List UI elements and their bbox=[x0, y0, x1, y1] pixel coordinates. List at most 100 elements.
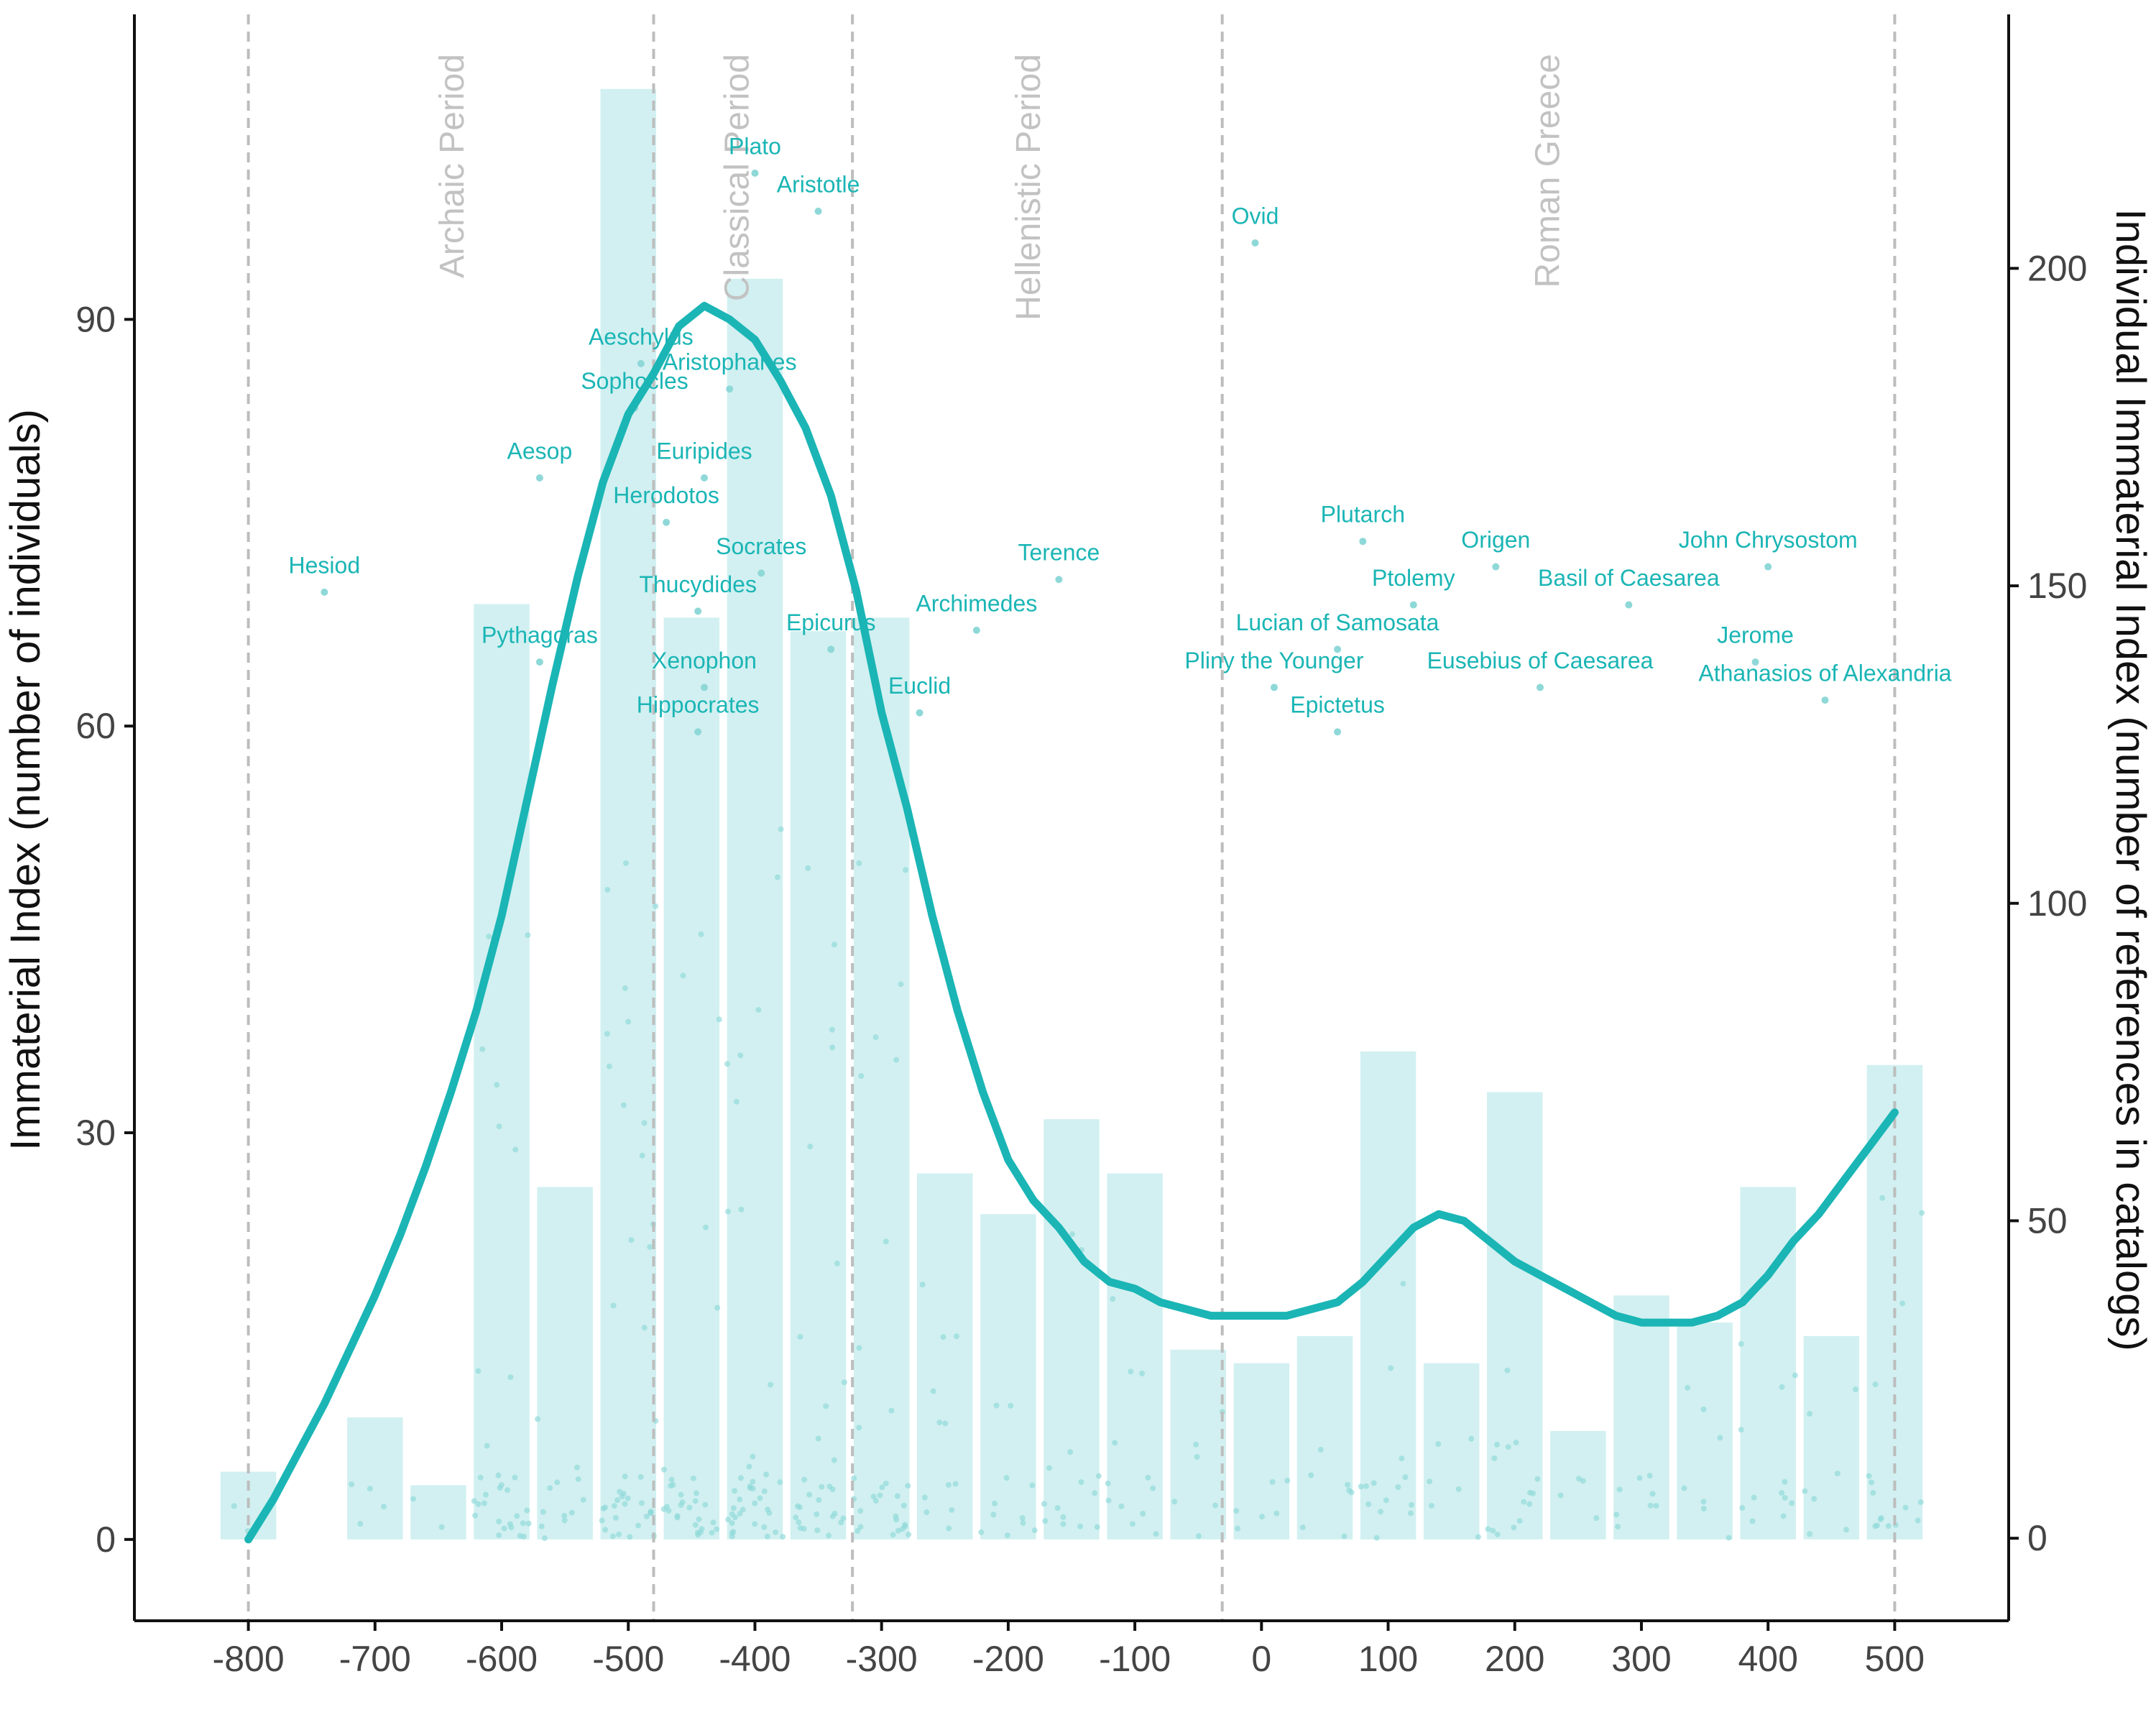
scatter-point bbox=[992, 1500, 998, 1506]
scatter-point bbox=[1118, 1503, 1125, 1509]
scatter-point bbox=[1534, 1476, 1541, 1482]
scatter-point bbox=[1872, 1523, 1879, 1530]
scatter-point bbox=[940, 1334, 946, 1340]
scatter-point bbox=[841, 1379, 847, 1386]
scatter-point bbox=[367, 1486, 373, 1492]
scatter-point bbox=[561, 1512, 568, 1519]
scatter-point bbox=[1468, 1435, 1475, 1442]
scatter-point bbox=[949, 1506, 955, 1513]
bar bbox=[663, 617, 720, 1540]
scatter-point bbox=[495, 1472, 502, 1478]
scatter-point bbox=[857, 1508, 864, 1514]
scatter-point bbox=[1402, 1474, 1409, 1481]
scatter-point bbox=[945, 1481, 952, 1488]
scatter-point bbox=[826, 1532, 832, 1539]
scatter-point bbox=[623, 860, 630, 866]
scatter-point bbox=[481, 1500, 487, 1506]
scatter-point bbox=[738, 1206, 745, 1213]
scatter-point bbox=[823, 1403, 829, 1409]
scatter-point bbox=[554, 1479, 561, 1486]
individual-point bbox=[700, 474, 708, 482]
scatter-point bbox=[1428, 1502, 1434, 1509]
scatter-point bbox=[752, 1500, 758, 1506]
scatter-point bbox=[1899, 1300, 1906, 1307]
individual-point bbox=[1270, 684, 1278, 691]
scatter-point bbox=[1284, 1477, 1291, 1484]
scatter-point bbox=[1395, 1484, 1401, 1491]
individual-point bbox=[1251, 239, 1259, 247]
scatter-point bbox=[1649, 1491, 1656, 1497]
scatter-point bbox=[919, 1282, 926, 1288]
scatter-point bbox=[1779, 1489, 1785, 1496]
scatter-point bbox=[854, 1528, 861, 1535]
scatter-point bbox=[1493, 1441, 1500, 1448]
x-tick-label: 200 bbox=[1485, 1639, 1544, 1679]
scatter-point bbox=[693, 1490, 699, 1496]
scatter-point bbox=[1779, 1384, 1785, 1390]
scatter-point bbox=[714, 1526, 720, 1532]
scatter-point bbox=[514, 1513, 520, 1519]
y-axis-title-left: Immaterial Index (number of individuals) bbox=[2, 409, 49, 1151]
scatter-point bbox=[482, 1491, 489, 1498]
scatter-point bbox=[622, 985, 628, 991]
scatter-point bbox=[535, 1416, 541, 1422]
scatter-point bbox=[517, 1532, 523, 1539]
scatter-point bbox=[686, 1504, 693, 1511]
scatter-point bbox=[936, 1420, 943, 1426]
scatter-point bbox=[729, 1533, 735, 1540]
x-tick-label: -600 bbox=[466, 1639, 538, 1679]
scatter-point bbox=[1004, 1532, 1010, 1539]
scatter-point bbox=[647, 1243, 653, 1250]
scatter-point bbox=[1128, 1368, 1134, 1375]
scatter-point bbox=[921, 1494, 928, 1501]
scatter-point bbox=[710, 1519, 717, 1526]
scatter-point bbox=[796, 1519, 802, 1526]
scatter-point bbox=[1383, 1497, 1389, 1504]
scatter-point bbox=[1490, 1527, 1496, 1534]
scatter-point bbox=[761, 1488, 768, 1494]
scatter-point bbox=[1915, 1517, 1921, 1524]
scatter-point bbox=[1069, 1231, 1076, 1238]
scatter-point bbox=[1233, 1507, 1240, 1514]
scatter-point bbox=[1105, 1497, 1112, 1504]
x-tick-label: 0 bbox=[1251, 1639, 1271, 1679]
scatter-point bbox=[757, 1495, 763, 1501]
scatter-point bbox=[611, 1503, 617, 1509]
scatter-point bbox=[893, 1057, 900, 1063]
scatter-point bbox=[829, 1513, 836, 1519]
scatter-point bbox=[475, 1501, 482, 1507]
scatter-point bbox=[1400, 1280, 1406, 1287]
individual-point bbox=[663, 518, 671, 526]
scatter-point bbox=[1153, 1531, 1159, 1537]
scatter-point bbox=[1615, 1524, 1621, 1530]
period-label: Classical Period bbox=[719, 54, 757, 301]
individual-point bbox=[694, 728, 702, 736]
scatter-point bbox=[494, 1082, 500, 1088]
scatter-point bbox=[616, 1531, 622, 1537]
y-tick-label-left: 30 bbox=[75, 1113, 116, 1153]
scatter-point bbox=[894, 1493, 900, 1499]
bar bbox=[980, 1214, 1036, 1540]
scatter-point bbox=[905, 1483, 911, 1489]
scatter-point bbox=[357, 1521, 364, 1527]
scatter-point bbox=[663, 1504, 670, 1510]
bar bbox=[917, 1173, 973, 1540]
scatter-point bbox=[1378, 1509, 1384, 1515]
scatter-point bbox=[512, 1146, 519, 1153]
scatter-point bbox=[773, 1529, 779, 1535]
scatter-point bbox=[525, 932, 531, 939]
scatter-point bbox=[1780, 1513, 1787, 1519]
individual-point bbox=[1409, 601, 1417, 609]
scatter-point bbox=[1345, 1481, 1351, 1488]
bar bbox=[790, 631, 847, 1540]
scatter-point bbox=[625, 1495, 631, 1501]
scatter-point bbox=[856, 1425, 862, 1431]
bar bbox=[474, 604, 530, 1540]
scatter-point bbox=[1235, 1525, 1241, 1532]
scatter-point bbox=[1194, 1453, 1200, 1460]
scatter-point bbox=[1095, 1473, 1102, 1479]
scatter-point bbox=[714, 1305, 721, 1311]
scatter-point bbox=[1067, 1449, 1074, 1455]
scatter-point bbox=[755, 1007, 762, 1013]
scatter-point bbox=[1593, 1514, 1600, 1521]
